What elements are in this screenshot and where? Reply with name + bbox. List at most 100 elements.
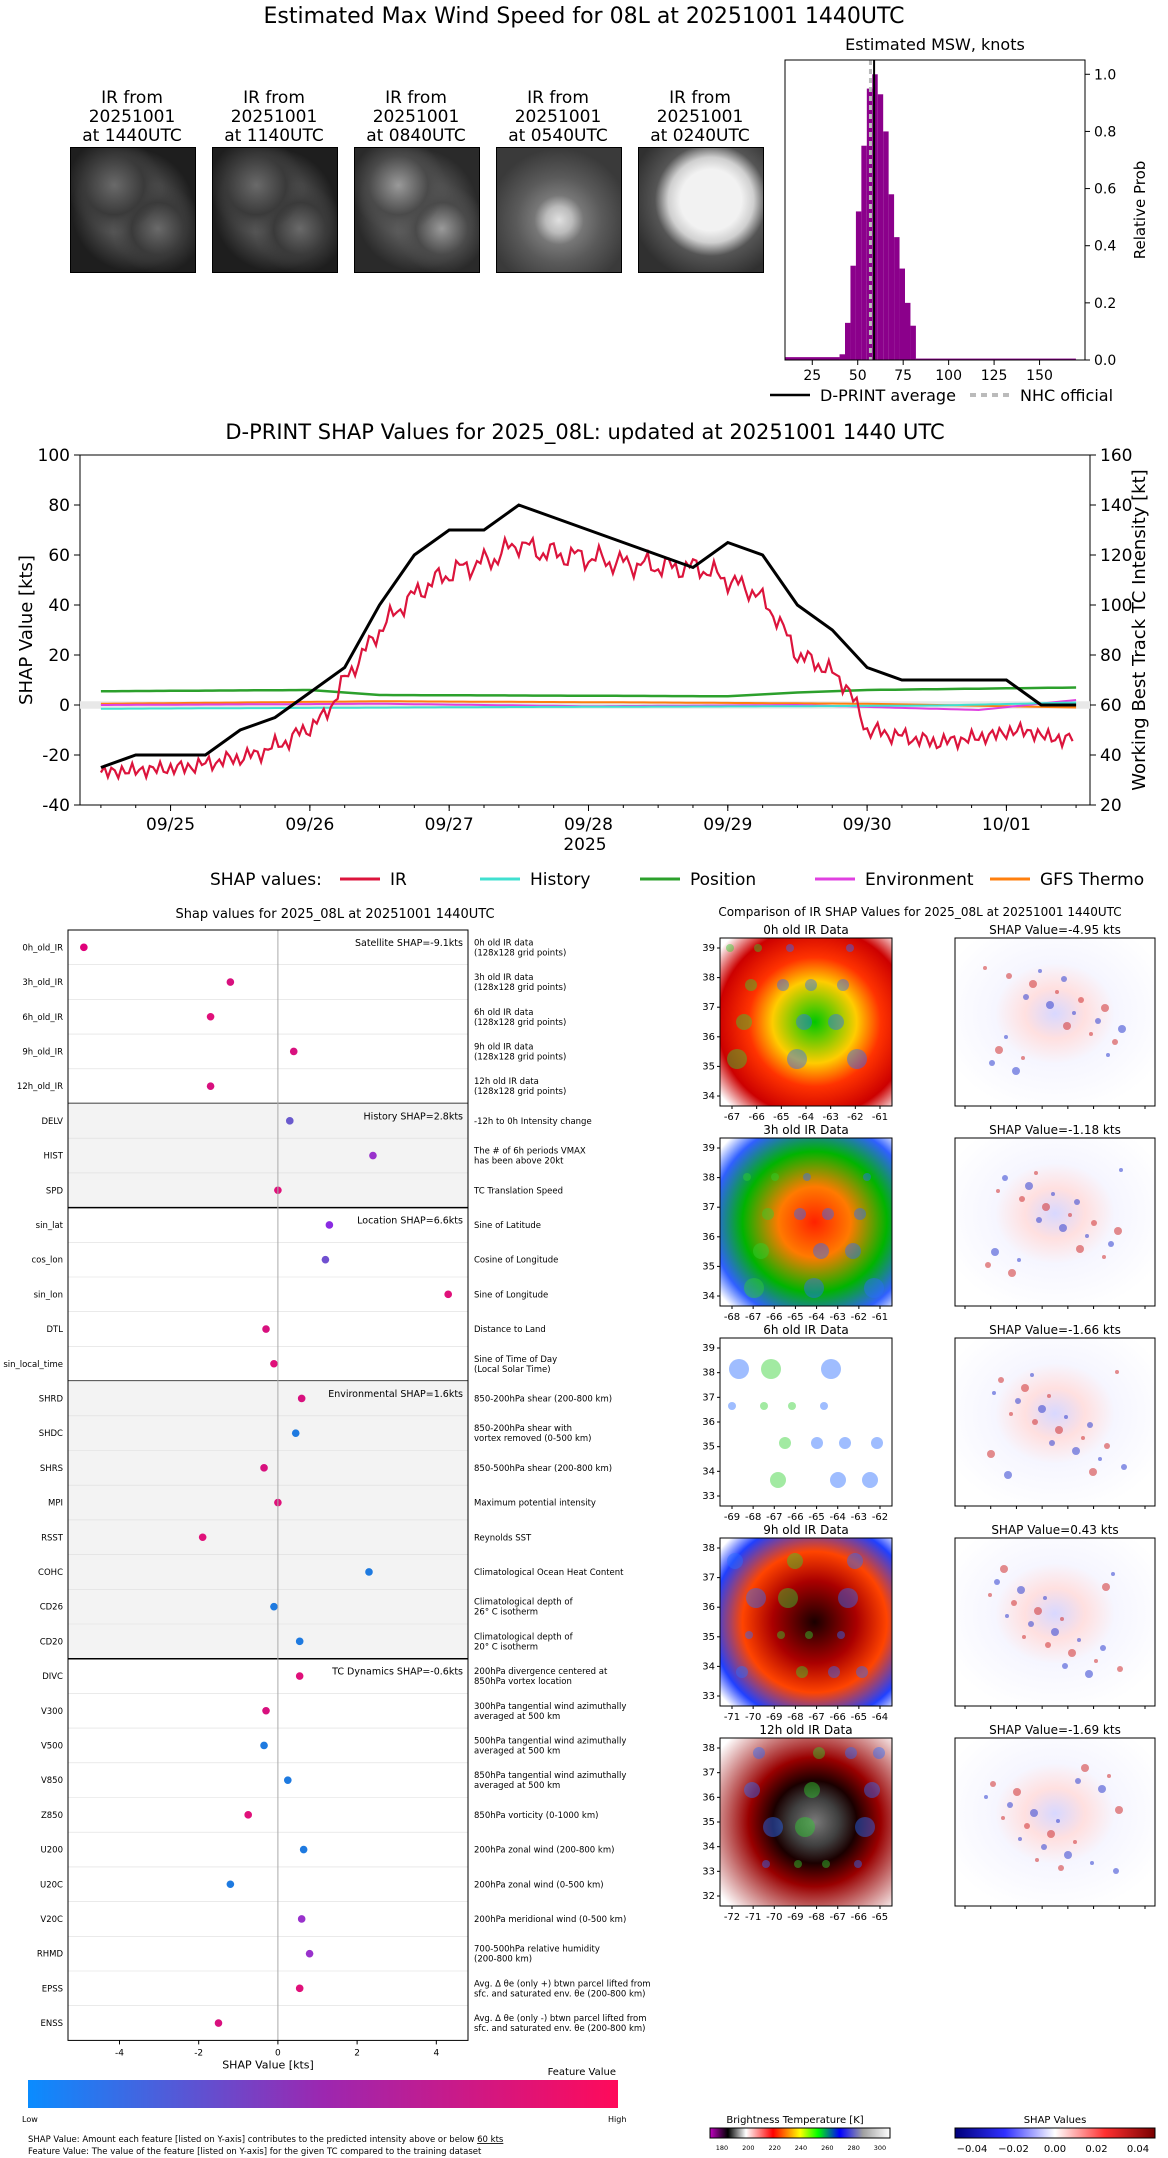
ir-image — [719, 1737, 893, 1907]
feature-description: Sine of Longitude — [474, 1290, 548, 1300]
shap-pixel-cluster — [1102, 1583, 1110, 1591]
feature-name: CD26 — [40, 1603, 63, 1613]
ir-x-tick-label: -68 — [808, 1912, 824, 1923]
ir-y-tick-label: 34 — [702, 1291, 715, 1302]
ir-x-tick-label: -68 — [787, 1712, 803, 1723]
feature-description: Sine of Time of Day — [474, 1355, 557, 1365]
shap-pixel-cluster — [1038, 969, 1042, 973]
ir-thumbnail-image — [212, 147, 338, 273]
shap-pixel-cluster — [1061, 976, 1067, 982]
shap-pixel-cluster — [994, 1579, 1000, 1585]
ir-cloud-cell — [845, 1243, 861, 1259]
shap-image-title: SHAP Value=-4.95 kts — [989, 923, 1121, 937]
ir-y-tick-label: 37 — [702, 1573, 715, 1584]
feature-name: SHRS — [40, 1464, 63, 1474]
ir-cloud-cell — [787, 1553, 803, 1569]
ir-x-tick-label: -70 — [745, 1712, 761, 1723]
histogram-bar — [905, 302, 911, 360]
ir-cloud-cell — [837, 1631, 845, 1639]
colorbar-title: Feature Value — [548, 2067, 616, 2078]
feature-shap-point — [291, 1429, 300, 1437]
shap-pixel-cluster — [1008, 1269, 1016, 1277]
feature-shap-point — [295, 1637, 304, 1646]
ir-x-tick-label: -71 — [745, 1912, 761, 1923]
feature-description: (128x128 grid points) — [474, 983, 566, 993]
feature-shap-point — [206, 1012, 215, 1021]
bt-colorbar-tick: 180 — [716, 2144, 728, 2152]
feature-name: sin_lon — [34, 1290, 63, 1300]
shap-colorbar-tick: −0.02 — [998, 2144, 1029, 2155]
ir-cloud-cell — [743, 1173, 751, 1181]
ir-cloud-cell — [728, 1402, 736, 1410]
y2-tick-label: 160 — [1100, 446, 1132, 466]
ir-y-tick-label: 35 — [702, 1061, 715, 1072]
bt-colorbar-tick: 240 — [795, 2144, 807, 2152]
ir-cloud-cell — [796, 1666, 808, 1678]
feature-description: 26° C isotherm — [474, 1608, 538, 1618]
ir-cloud-cell — [770, 1472, 786, 1488]
shap-pixel-cluster — [1004, 1471, 1012, 1479]
shap-pixel-cluster — [1015, 1398, 1021, 1404]
ir-cloud-cell — [846, 944, 854, 952]
histogram-y-tick-label: 0.6 — [1094, 182, 1116, 198]
feature-description: Avg. Δ θe (only +) btwn parcel lifted fr… — [474, 1979, 651, 1989]
feature-description: Climatological Ocean Heat Content — [474, 1568, 624, 1578]
feature-description: (200-800 km) — [474, 1955, 532, 1965]
histogram-y-tick-label: 0.2 — [1094, 296, 1116, 312]
feature-shap-point — [244, 1811, 252, 1819]
feature-description: Cosine of Longitude — [474, 1256, 558, 1266]
feature-description: sfc. and saturated env. θe (200-800 km) — [474, 1989, 646, 1999]
shap-colorbar-tick: 0.04 — [1127, 2144, 1149, 2155]
feature-shap-point — [260, 1741, 268, 1750]
shap-pixel-cluster — [1051, 1628, 1059, 1636]
shap-pixel-cluster — [1102, 1255, 1106, 1259]
feature-description: averaged at 500 km — [474, 1746, 560, 1756]
x-tick-label: 09/26 — [285, 815, 334, 835]
colorbar-high: High — [608, 2115, 626, 2124]
feature-shap-point — [270, 1602, 278, 1611]
shap-pixel-cluster — [1019, 1196, 1025, 1202]
histogram-title: Estimated MSW, knots — [845, 35, 1025, 54]
shap-pixel-cluster — [1038, 1405, 1046, 1413]
ir-cloud-cell — [744, 1782, 760, 1798]
y-tick-label: 80 — [48, 496, 70, 516]
ir-thumbnail-image — [638, 147, 764, 273]
ir-cloud-cell — [862, 1472, 878, 1488]
feature-description: 500hPa tangential wind azimuthally — [474, 1736, 626, 1746]
ir-x-tick-label: -61 — [872, 1112, 888, 1123]
feature-shap-point — [305, 1949, 314, 1958]
ir-image-title: 6h old IR Data — [763, 1323, 849, 1337]
feature-name: HIST — [44, 1152, 64, 1162]
shap-pixel-cluster — [983, 966, 987, 970]
ir-cloud-cell — [788, 1402, 796, 1410]
y2-tick-label: 120 — [1100, 546, 1132, 566]
ir-y-tick-label: 36 — [702, 1032, 715, 1043]
feature-description: 9h old IR data — [474, 1042, 533, 1052]
ir-cloud-cell — [753, 1747, 765, 1759]
ir-x-tick-label: -64 — [798, 1112, 814, 1123]
shap-pixel-cluster — [1077, 1638, 1081, 1642]
ir-cloud-cell — [777, 1631, 785, 1639]
feature-description: vortex removed (0-500 km) — [474, 1434, 591, 1444]
shap-pixel-cluster — [1091, 1220, 1097, 1226]
shap-pixel-cluster — [1121, 1464, 1127, 1470]
ir-x-tick-label: -64 — [872, 1712, 888, 1723]
ir-cloud-cell — [839, 1437, 851, 1449]
ir-cloud-cell — [804, 1782, 820, 1798]
ir-cloud-cell — [745, 1631, 753, 1639]
bt-colorbar-tick: 280 — [847, 2144, 859, 2152]
feature-description: has been above 20kt — [474, 1157, 564, 1167]
feature-description: -12h to 0h Intensity change — [474, 1117, 592, 1127]
shap-pixel-cluster — [1117, 1666, 1123, 1672]
histogram-x-tick-label: 125 — [981, 368, 1008, 384]
y-tick-label: 0 — [59, 696, 70, 716]
ir-thumbnail-image — [354, 147, 480, 273]
feature-description: 300hPa tangential wind azimuthally — [474, 1702, 626, 1712]
ir-x-tick-label: -68 — [724, 1312, 740, 1323]
shap-pixel-cluster — [1030, 1373, 1034, 1377]
shap-timeseries-chart: 09/25 09/26 09/27 09/28 09/29 09/30 10/01 -40 -2… — [16, 446, 1150, 890]
ir-y-tick-label: 37 — [702, 1392, 715, 1403]
x-tick-label: 09/30 — [843, 815, 892, 835]
feature-description: 20° C isotherm — [474, 1642, 538, 1652]
shap-pixel-cluster — [1115, 1370, 1119, 1374]
